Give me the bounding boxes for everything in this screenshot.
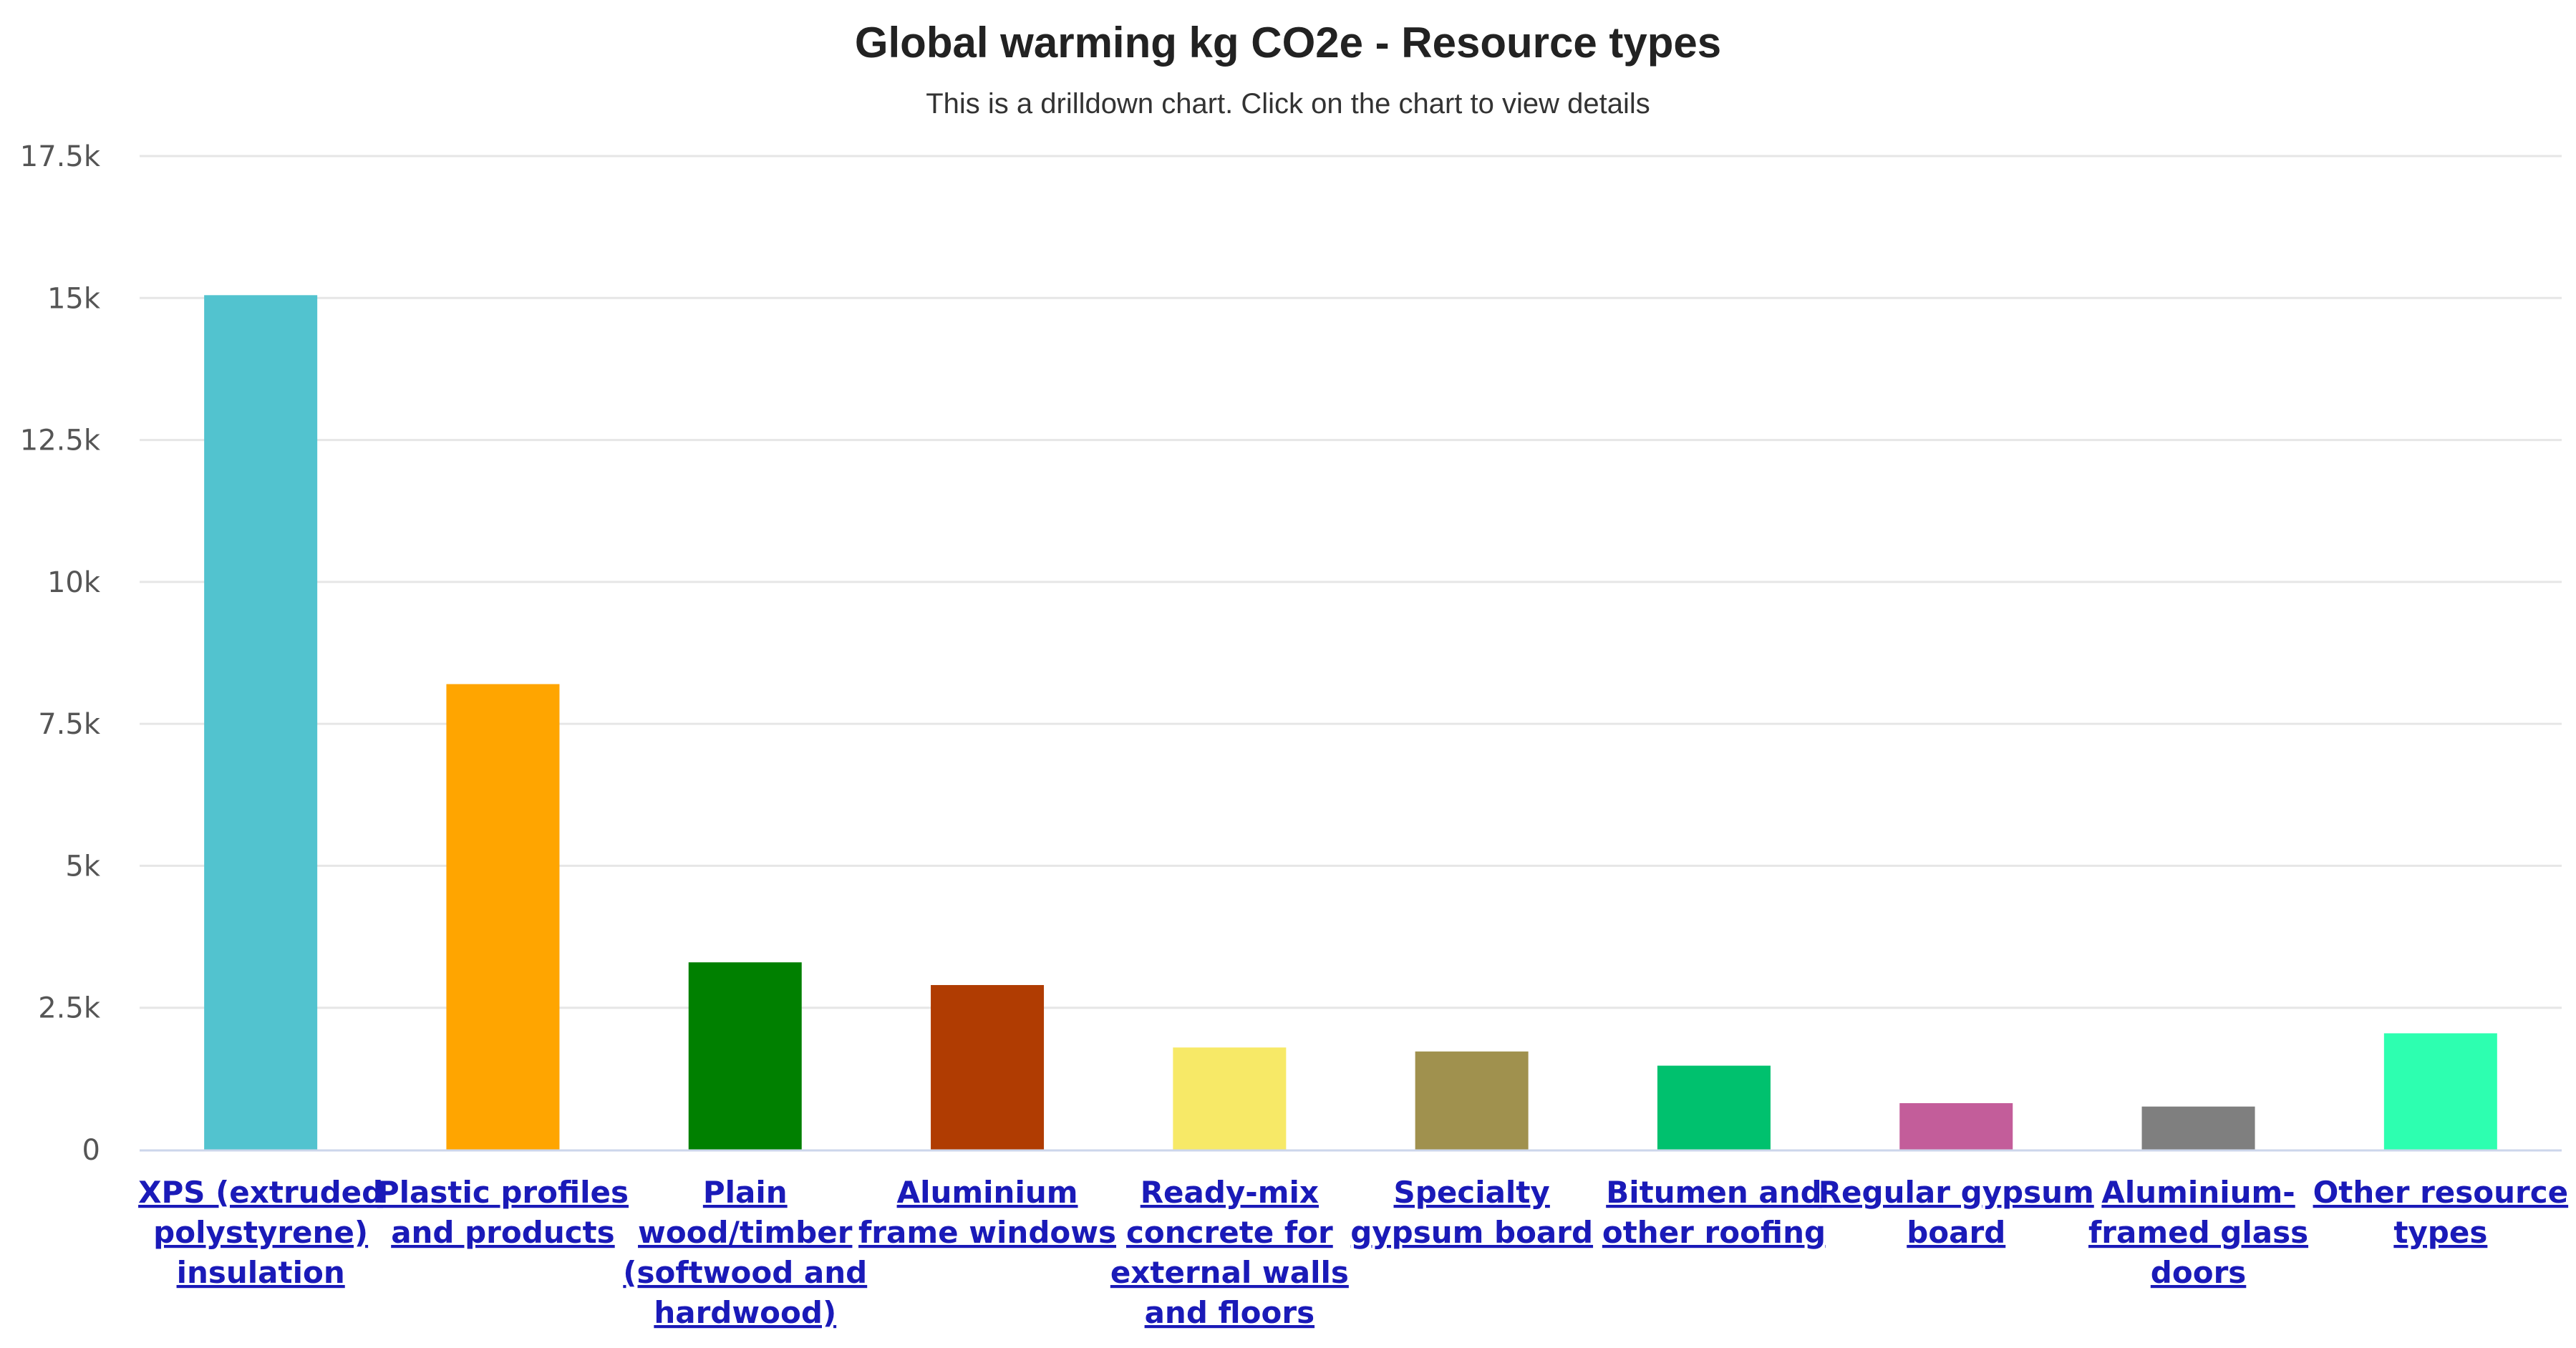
x-category-label-line[interactable]: and products: [391, 1215, 615, 1250]
bar[interactable]: [931, 984, 1045, 1150]
y-tick-label: 12.5k: [20, 425, 101, 457]
bar[interactable]: [2141, 1106, 2255, 1150]
x-category-label-line[interactable]: Specialty: [1394, 1175, 1550, 1210]
x-category-label-line[interactable]: types: [2393, 1215, 2487, 1250]
x-category-label-line[interactable]: Aluminium: [897, 1175, 1078, 1210]
bar[interactable]: [446, 684, 560, 1150]
x-category-label[interactable]: XPS (extruded polystyrene) insulation: [138, 1175, 383, 1290]
bars[interactable]: [204, 295, 2497, 1150]
x-category-label-line[interactable]: Bitumen and: [1606, 1175, 1821, 1210]
y-tick-label: 0: [82, 1134, 100, 1167]
bar[interactable]: [2383, 1033, 2497, 1150]
x-category-label-line[interactable]: concrete for: [1126, 1215, 1333, 1250]
y-tick-label: 5k: [65, 850, 100, 883]
x-category-label-line[interactable]: and floors: [1145, 1295, 1314, 1330]
y-tick-label: 7.5k: [38, 708, 101, 741]
bar[interactable]: [1173, 1047, 1287, 1150]
x-category-label-line[interactable]: board: [1907, 1215, 2005, 1250]
x-axis-labels[interactable]: XPS (extruded polystyrene) insulation Plast…: [138, 1175, 2568, 1330]
bar[interactable]: [1657, 1065, 1771, 1150]
bar[interactable]: [688, 962, 802, 1150]
x-category-label[interactable]: Other resource types: [2313, 1175, 2569, 1250]
y-tick-label: 15k: [47, 282, 101, 315]
x-category-label[interactable]: Aluminium frame windows: [858, 1175, 1116, 1250]
y-tick-label: 10k: [47, 566, 101, 599]
bar[interactable]: [204, 295, 318, 1150]
x-category-label-line[interactable]: framed glass: [2088, 1215, 2308, 1250]
chart-subtitle: This is a drilldown chart. Click on the …: [926, 88, 1650, 120]
y-tick-label: 17.5k: [20, 140, 101, 173]
x-category-label[interactable]: Ready-mix concrete for external walls and f…: [1110, 1175, 1349, 1330]
bar[interactable]: [1899, 1102, 2013, 1150]
x-category-label-line[interactable]: (softwood and: [623, 1255, 867, 1290]
x-category-label-line[interactable]: Plastic profiles: [377, 1175, 629, 1210]
x-category-label-line[interactable]: XPS (extruded: [138, 1175, 383, 1210]
y-tick-label: 2.5k: [38, 992, 101, 1025]
x-category-label-line[interactable]: external walls: [1110, 1255, 1349, 1290]
x-category-label-line[interactable]: polystyrene): [153, 1215, 368, 1250]
x-category-label[interactable]: Specialty gypsum board: [1350, 1175, 1593, 1250]
x-category-label-line[interactable]: Other resource: [2313, 1175, 2569, 1210]
x-category-label[interactable]: Bitumen and other roofing: [1602, 1175, 1826, 1250]
x-category-label[interactable]: Plastic profiles and products: [377, 1175, 629, 1250]
chart-title: Global warming kg CO2e - Resource types: [855, 19, 1721, 67]
x-category-label[interactable]: Regular gypsum board: [1819, 1175, 2094, 1250]
x-category-label-line[interactable]: frame windows: [858, 1215, 1116, 1250]
y-axis-ticks: 0 2.5k 5k 7.5k 10k 12.5k 15k 17.5k: [20, 140, 101, 1167]
x-category-label-line[interactable]: insulation: [177, 1255, 345, 1290]
x-category-label-line[interactable]: wood/timber: [638, 1215, 853, 1250]
x-category-label[interactable]: Aluminium-framed glass doors: [2088, 1175, 2308, 1290]
x-category-label-line[interactable]: Regular gypsum: [1819, 1175, 2094, 1210]
x-category-label-line[interactable]: doors: [2151, 1255, 2247, 1290]
x-category-label[interactable]: Plain wood/timber (softwood and hardwood): [623, 1175, 867, 1330]
x-category-label-line[interactable]: Plain: [703, 1175, 788, 1210]
x-category-label-line[interactable]: hardwood): [654, 1295, 836, 1330]
x-category-label-line[interactable]: Ready-mix: [1141, 1175, 1319, 1210]
x-category-label-line[interactable]: gypsum board: [1350, 1215, 1593, 1250]
x-category-label-line[interactable]: other roofing: [1602, 1215, 1826, 1250]
bar[interactable]: [1415, 1051, 1529, 1150]
x-category-label-line[interactable]: Aluminium-: [2101, 1175, 2295, 1210]
